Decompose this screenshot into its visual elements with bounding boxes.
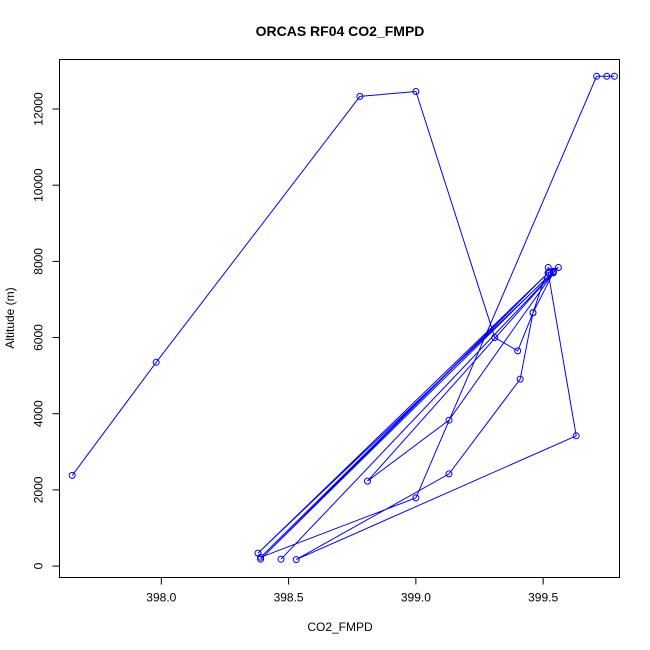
data-point [549, 269, 557, 277]
y-tick-label: 10000 [32, 168, 46, 202]
data-point [516, 375, 524, 383]
data-point [445, 470, 453, 478]
y-axis-label: Altitude (m) [3, 287, 17, 348]
data-point [257, 555, 265, 563]
data-point [593, 72, 601, 80]
data-point [68, 471, 76, 479]
chart-title: ORCAS RF04 CO2_FMPD [256, 23, 425, 39]
data-point [364, 477, 371, 485]
data-point [529, 309, 537, 317]
data-point [445, 416, 453, 424]
y-tick-label: 4000 [32, 400, 46, 427]
series-line [71, 75, 615, 561]
plot-frame [59, 59, 620, 578]
x-tick-label: 399.0 [401, 591, 431, 605]
data-series [68, 72, 618, 564]
data-point [277, 555, 285, 563]
y-tick-label: 0 [32, 562, 46, 569]
x-axis: 398.0 398.5 399.0 399.5 [146, 577, 558, 605]
data-point [514, 347, 522, 355]
data-point [554, 264, 562, 271]
data-point [572, 432, 580, 440]
data-point [412, 494, 420, 502]
x-tick-label: 398.0 [146, 591, 176, 605]
data-point [610, 72, 618, 80]
data-point [292, 556, 300, 564]
data-point [491, 334, 499, 341]
data-point [356, 92, 364, 100]
y-tick-label: 12000 [32, 92, 46, 126]
y-tick-label: 2000 [32, 476, 46, 503]
x-axis-label: CO2_FMPD [307, 620, 373, 634]
data-point [257, 553, 265, 561]
x-tick-label: 398.5 [274, 591, 304, 605]
y-tick-label: 6000 [32, 324, 46, 351]
x-tick-label: 399.5 [528, 591, 558, 605]
data-point [152, 358, 160, 366]
data-point [544, 269, 552, 277]
data-point [544, 264, 552, 271]
y-tick-label: 8000 [32, 248, 46, 275]
data-point [412, 88, 420, 95]
y-axis: 0 2000 4000 6000 8000 10000 12000 [32, 92, 60, 569]
data-point [603, 72, 611, 80]
